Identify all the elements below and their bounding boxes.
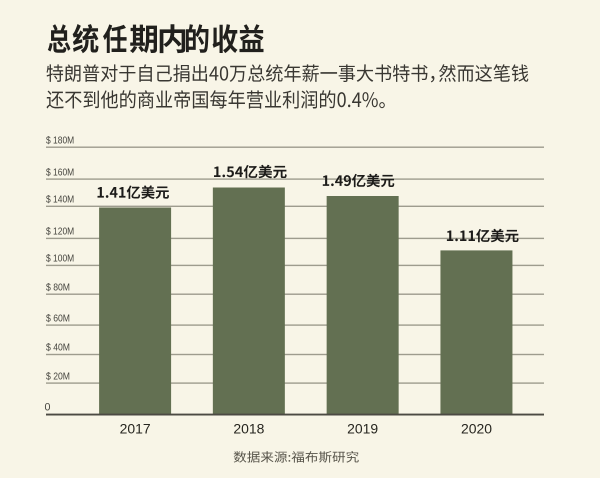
svg-text:2020: 2020 (461, 422, 492, 438)
svg-text:$ 20M: $ 20M (46, 371, 70, 382)
svg-text:$ 180M: $ 180M (46, 135, 74, 146)
svg-text:2017: 2017 (120, 422, 151, 438)
svg-text:$ 60M: $ 60M (46, 313, 70, 324)
svg-text:$ 160M: $ 160M (46, 167, 74, 178)
svg-text:$ 140M: $ 140M (46, 195, 74, 206)
svg-text:2018: 2018 (233, 422, 264, 438)
svg-text:$ 80M: $ 80M (46, 282, 70, 293)
svg-text:$ 120M: $ 120M (46, 227, 74, 238)
svg-text:$ 40M: $ 40M (46, 343, 70, 354)
svg-text:2019: 2019 (347, 422, 378, 438)
svg-text:0: 0 (45, 401, 51, 413)
svg-text:$ 100M: $ 100M (46, 254, 74, 265)
